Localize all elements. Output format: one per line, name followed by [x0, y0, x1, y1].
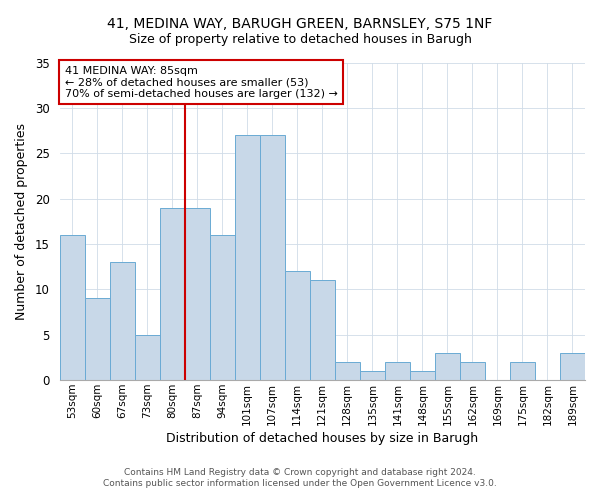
Bar	[110, 262, 134, 380]
Text: Size of property relative to detached houses in Barugh: Size of property relative to detached ho…	[128, 32, 472, 46]
Bar	[160, 208, 185, 380]
Bar	[185, 208, 209, 380]
Bar	[85, 298, 110, 380]
Bar	[385, 362, 410, 380]
Bar	[410, 371, 435, 380]
Text: 41, MEDINA WAY, BARUGH GREEN, BARNSLEY, S75 1NF: 41, MEDINA WAY, BARUGH GREEN, BARNSLEY, …	[107, 18, 493, 32]
Bar	[360, 371, 385, 380]
Bar	[460, 362, 485, 380]
Bar	[510, 362, 535, 380]
Bar	[235, 135, 260, 380]
Bar	[260, 135, 285, 380]
Bar	[285, 271, 310, 380]
Text: Contains HM Land Registry data © Crown copyright and database right 2024.
Contai: Contains HM Land Registry data © Crown c…	[103, 468, 497, 487]
Bar	[310, 280, 335, 380]
Bar	[560, 353, 585, 380]
X-axis label: Distribution of detached houses by size in Barugh: Distribution of detached houses by size …	[166, 432, 478, 445]
Bar	[435, 353, 460, 380]
Bar	[134, 335, 160, 380]
Y-axis label: Number of detached properties: Number of detached properties	[15, 123, 28, 320]
Bar	[209, 235, 235, 380]
Bar	[59, 235, 85, 380]
Text: 41 MEDINA WAY: 85sqm
← 28% of detached houses are smaller (53)
70% of semi-detac: 41 MEDINA WAY: 85sqm ← 28% of detached h…	[65, 66, 338, 99]
Bar	[335, 362, 360, 380]
